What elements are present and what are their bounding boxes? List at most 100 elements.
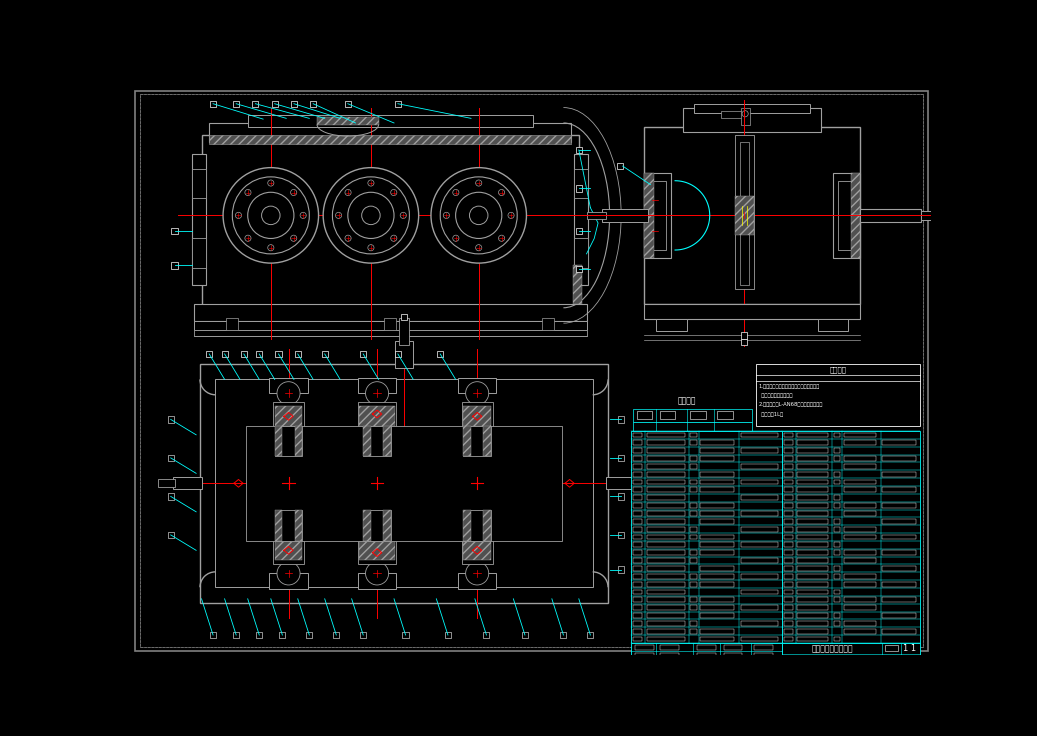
Bar: [168, 493, 174, 500]
Bar: [633, 511, 642, 516]
Bar: [192, 169, 206, 199]
Bar: [797, 433, 829, 437]
Bar: [279, 632, 285, 638]
Bar: [647, 534, 685, 539]
Bar: [700, 574, 734, 578]
Bar: [226, 318, 239, 330]
Bar: [560, 632, 566, 638]
Bar: [784, 433, 793, 437]
Bar: [483, 425, 492, 456]
Bar: [784, 495, 793, 500]
Bar: [647, 637, 685, 642]
Bar: [222, 351, 228, 357]
Bar: [797, 534, 829, 539]
Bar: [784, 590, 793, 595]
Bar: [691, 440, 697, 445]
Bar: [168, 455, 174, 461]
Bar: [797, 440, 829, 445]
Circle shape: [368, 244, 374, 251]
Bar: [272, 101, 278, 107]
Bar: [691, 433, 697, 437]
Bar: [882, 440, 916, 445]
Bar: [647, 487, 685, 492]
Bar: [735, 135, 754, 289]
Bar: [724, 653, 742, 658]
Bar: [834, 503, 840, 508]
Bar: [633, 629, 642, 634]
Bar: [464, 510, 492, 541]
Bar: [797, 598, 829, 602]
Bar: [784, 519, 793, 524]
Bar: [834, 574, 840, 578]
Bar: [700, 605, 734, 610]
Bar: [797, 558, 829, 563]
Bar: [252, 101, 258, 107]
Bar: [633, 534, 642, 539]
Bar: [817, 319, 848, 331]
Bar: [754, 653, 773, 658]
Bar: [691, 480, 697, 484]
Bar: [691, 558, 697, 563]
Bar: [644, 173, 653, 216]
Bar: [618, 493, 624, 500]
Bar: [700, 480, 734, 484]
Bar: [647, 598, 685, 602]
Bar: [209, 135, 571, 144]
Bar: [700, 551, 734, 555]
Bar: [882, 551, 916, 555]
Bar: [784, 511, 793, 516]
Bar: [587, 211, 606, 219]
Text: 油量约为1L。: 油量约为1L。: [758, 411, 783, 417]
Bar: [647, 527, 685, 531]
Bar: [360, 351, 366, 357]
Bar: [618, 455, 624, 461]
Circle shape: [362, 206, 381, 224]
Bar: [700, 637, 734, 642]
Bar: [834, 519, 840, 524]
Bar: [384, 510, 391, 541]
Bar: [445, 632, 451, 638]
Bar: [682, 107, 821, 132]
Bar: [574, 238, 588, 268]
Bar: [700, 503, 734, 508]
Circle shape: [365, 382, 389, 405]
Bar: [270, 378, 308, 393]
Bar: [572, 266, 582, 304]
Bar: [741, 558, 778, 563]
Bar: [171, 262, 177, 269]
Bar: [797, 456, 829, 461]
Bar: [358, 378, 396, 393]
Bar: [700, 566, 734, 571]
Bar: [722, 110, 745, 118]
Bar: [797, 581, 829, 587]
Bar: [797, 590, 829, 595]
Bar: [838, 181, 853, 250]
Bar: [158, 479, 174, 487]
Bar: [797, 503, 829, 508]
Bar: [574, 154, 588, 285]
Bar: [633, 503, 642, 508]
Bar: [360, 537, 395, 560]
Bar: [206, 351, 213, 357]
Bar: [483, 510, 492, 541]
Bar: [691, 511, 697, 516]
Bar: [168, 417, 174, 422]
Bar: [882, 566, 916, 571]
Bar: [275, 510, 303, 541]
Circle shape: [245, 236, 251, 241]
Bar: [784, 613, 793, 618]
Bar: [461, 403, 493, 565]
Bar: [464, 425, 492, 456]
Bar: [844, 511, 876, 516]
Circle shape: [277, 382, 300, 405]
Circle shape: [466, 382, 488, 405]
Bar: [844, 456, 876, 461]
Bar: [844, 527, 876, 531]
Circle shape: [232, 177, 309, 254]
Bar: [784, 637, 793, 642]
Bar: [834, 621, 840, 626]
Bar: [644, 173, 671, 258]
Bar: [647, 433, 685, 437]
Bar: [691, 598, 697, 602]
Bar: [691, 527, 697, 531]
